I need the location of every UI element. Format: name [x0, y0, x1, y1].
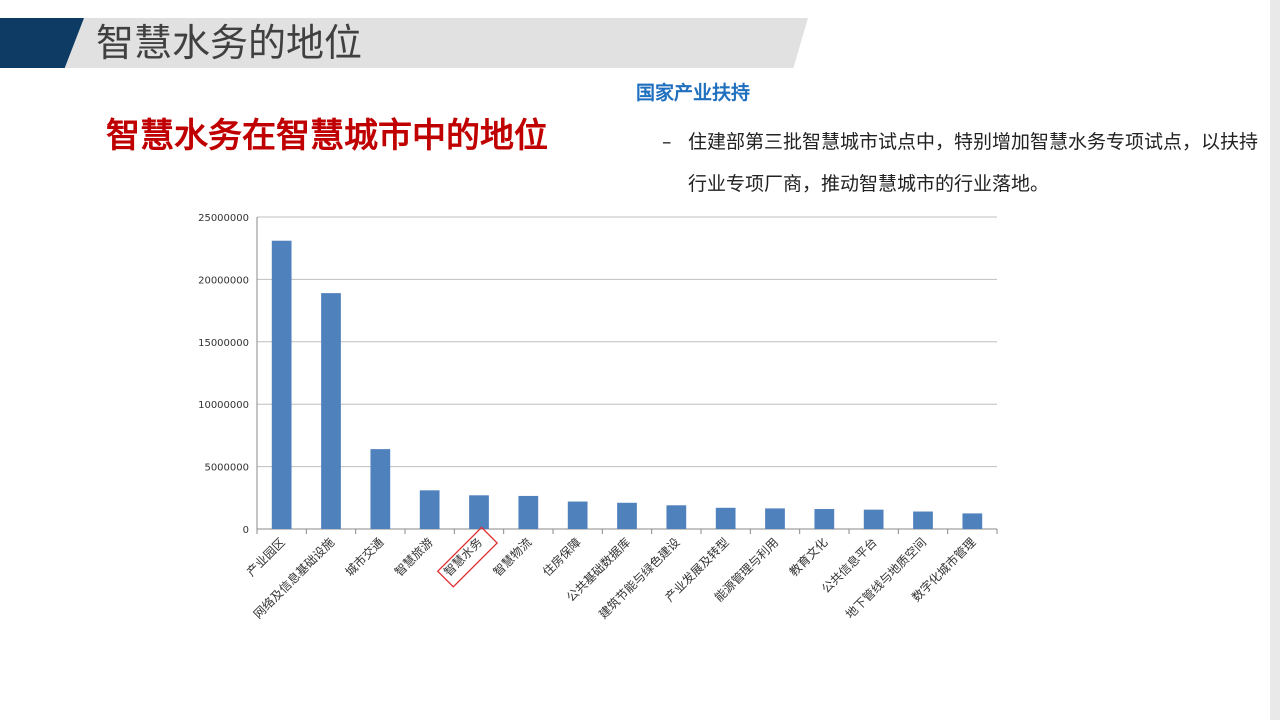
bar	[715, 507, 736, 529]
bullet-item: – 住建部第三批智慧城市试点中，特别增加智慧水务专项试点，以扶持行业专项厂商，推…	[662, 121, 1262, 205]
x-tick-label: 住房保障	[539, 535, 584, 580]
bullet-dash: –	[662, 131, 672, 153]
bar	[913, 511, 933, 529]
title-banner	[0, 18, 808, 68]
x-tick-label: 智慧物流	[490, 535, 535, 580]
y-tick-label: 0	[243, 525, 249, 536]
x-tick-label: 智慧旅游	[391, 535, 436, 580]
bar	[765, 508, 785, 529]
slide-edge	[1270, 0, 1280, 720]
highlight-box	[436, 526, 499, 588]
bar-chart: 0 5000000 10000000 15000000 20000000 25000000…	[160, 200, 1040, 660]
slide-title: 智慧水务的地位	[96, 21, 363, 65]
bar	[370, 449, 391, 529]
y-tick-label: 10000000	[198, 400, 249, 411]
bar	[469, 495, 489, 529]
bar	[863, 509, 884, 529]
bar	[666, 505, 687, 529]
y-tick-label: 5000000	[204, 463, 249, 474]
support-title: 国家产业扶持	[636, 82, 751, 104]
x-tick-label: 产业园区	[244, 535, 288, 579]
bar	[518, 495, 539, 529]
bar	[419, 490, 440, 529]
x-tick-label: 地下管线与地质空间	[842, 535, 929, 622]
bar	[271, 240, 292, 529]
bar	[321, 293, 341, 529]
x-tick-label: 建筑节能与绿色建设	[595, 535, 682, 622]
bar-chart-svg: 0 5000000 10000000 15000000 20000000 25000000…	[198, 213, 998, 622]
y-tick-label: 25000000	[198, 213, 249, 224]
section-title: 智慧水务在智慧城市中的地位	[106, 116, 548, 156]
bar	[814, 509, 835, 529]
y-tick-label: 15000000	[198, 338, 249, 349]
bar	[962, 513, 983, 529]
bar	[617, 502, 637, 529]
bar	[567, 501, 588, 529]
x-tick-label: 城市交通	[342, 535, 387, 580]
y-tick-label: 20000000	[198, 275, 249, 286]
x-tick-label: 教育文化	[786, 535, 831, 580]
x-tick-label: 网络及信息基础设施	[250, 535, 337, 622]
bullet-text: 住建部第三批智慧城市试点中，特别增加智慧水务专项试点，以扶持行业专项厂商，推动智…	[688, 131, 1259, 195]
x-tick-label: 智慧水务	[441, 535, 486, 580]
